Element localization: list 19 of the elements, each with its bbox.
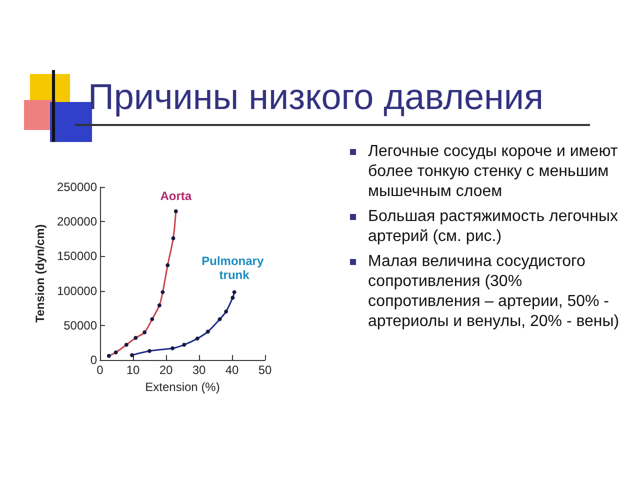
chart-title: Причины низкого давления (88, 76, 544, 118)
text: Легочные сосуды короче и имеют более тонкую стенку с меньшим мышечным слоем (368, 143, 618, 200)
x-tick-label: 50 (258, 363, 272, 377)
y-tick-label: 250000 (56, 180, 98, 194)
y-tick-label: 150000 (56, 249, 98, 264)
x-tick-label: 20 (159, 363, 173, 377)
y-tick-label: 100000 (56, 284, 98, 298)
y-axis-title: Tension (dyn/cm) (33, 224, 48, 323)
series-label: Pulmonary trunk (202, 254, 267, 282)
x-axis-title: Extension (%) (145, 380, 220, 394)
y-tick-label: 200000 (56, 214, 98, 229)
text: Большая растяжимость легочных артерий (см. рис.) (368, 208, 618, 245)
y-tick-label: 50000 (64, 318, 98, 332)
x-tick-label: 30 (192, 363, 206, 377)
x-tick-label: 40 (225, 363, 239, 377)
text: Малая величина сосудистого сопротивления (30% сопротивления – артерии, 50% - артериолы и венулы, 20% - вены) (368, 253, 620, 330)
y-tick-label: 0 (90, 353, 98, 367)
x-tick-label: 10 (126, 363, 140, 377)
series-label: Aorta (160, 189, 192, 204)
